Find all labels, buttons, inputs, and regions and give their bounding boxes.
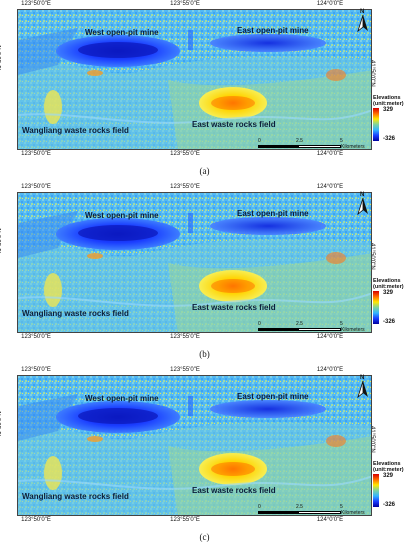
scale-label-end: 5 — [340, 504, 343, 510]
legend-min: -326 — [383, 502, 396, 508]
wangliang-field-label: Wangliang waste rocks field — [22, 126, 129, 135]
elevation-legend: Elevations (unit:meter) 329 -326 — [373, 461, 409, 511]
legend-unit: (unit:meter) — [373, 101, 404, 107]
lon-tick-bottom: 124°0'0"E — [316, 151, 344, 157]
elevation-map — [17, 9, 372, 150]
north-label: N — [360, 375, 365, 381]
lon-tick-bottom: 123°55'0"E — [170, 151, 200, 157]
scale-segment — [298, 145, 341, 148]
scale-bar: 0 2.5 5 Kilometers — [258, 504, 368, 518]
north-arrow-icon — [357, 380, 368, 399]
scale-segment — [298, 328, 341, 331]
east-field-label: East waste rocks field — [192, 303, 276, 312]
scale-unit: Kilometers — [341, 144, 365, 150]
north-arrow-icon — [357, 197, 368, 216]
scale-segment — [258, 145, 298, 148]
legend-colorbar — [373, 291, 379, 324]
panel-caption: (a) — [199, 166, 210, 176]
scale-bar: 0 2.5 5 Kilometers — [258, 138, 368, 152]
east-field-label: East waste rocks field — [192, 120, 276, 129]
lon-tick-top: 123°50'0"E — [21, 184, 51, 190]
lon-tick-bottom: 124°0'0"E — [316, 517, 344, 523]
lon-tick-top: 123°55'0"E — [170, 184, 200, 190]
legend-unit: (unit:meter) — [373, 467, 404, 473]
wangliang-field-label: Wangliang waste rocks field — [22, 492, 129, 501]
lon-tick-bottom: 123°55'0"E — [170, 517, 200, 523]
panel-caption: (c) — [199, 532, 210, 542]
west-mine-label: West open-pit mine — [85, 394, 159, 403]
lon-tick-bottom: 123°50'0"E — [21, 517, 51, 523]
elevation-map — [17, 375, 372, 516]
elevation-raster — [18, 10, 371, 149]
scale-unit: Kilometers — [341, 510, 365, 516]
scale-label-mid: 2.5 — [296, 138, 303, 144]
legend-max: 329 — [383, 107, 394, 113]
lon-tick-top: 123°50'0"E — [21, 1, 51, 7]
lat-tick-left: 41°50'0"N — [0, 228, 3, 255]
scale-segment — [298, 511, 341, 514]
map-panel: 123°50'0"E 123°55'0"E 124°0'0"E 41°50'0"… — [0, 183, 409, 366]
lat-tick-left: 41°50'0"N — [0, 411, 3, 438]
legend-title: Elevations — [373, 95, 401, 101]
legend-max: 329 — [383, 290, 394, 296]
scale-bar: 0 2.5 5 Kilometers — [258, 321, 368, 335]
legend-title: Elevations — [373, 461, 401, 467]
scale-label-0: 0 — [258, 504, 261, 510]
lon-tick-top: 123°50'0"E — [21, 367, 51, 373]
east-mine-label: East open-pit mine — [237, 26, 309, 35]
west-mine-label: West open-pit mine — [85, 28, 159, 37]
scale-label-0: 0 — [258, 321, 261, 327]
elevation-raster — [18, 193, 371, 332]
north-label: N — [360, 9, 365, 15]
legend-max: 329 — [383, 473, 394, 479]
scale-label-mid: 2.5 — [296, 321, 303, 327]
legend-min: -326 — [383, 136, 396, 142]
lon-tick-bottom: 123°50'0"E — [21, 151, 51, 157]
map-panel: 123°50'0"E 123°55'0"E 124°0'0"E 41°50'0"… — [0, 0, 409, 183]
east-field-label: East waste rocks field — [192, 486, 276, 495]
scale-label-end: 5 — [340, 321, 343, 327]
north-arrow-icon — [357, 14, 368, 33]
lon-tick-top: 123°55'0"E — [170, 1, 200, 7]
west-mine-label: West open-pit mine — [85, 211, 159, 220]
map-panel: 123°50'0"E 123°55'0"E 124°0'0"E 41°50'0"… — [0, 366, 409, 549]
scale-unit: Kilometers — [341, 327, 365, 333]
lon-tick-bottom: 123°55'0"E — [170, 334, 200, 340]
lon-tick-top: 123°55'0"E — [170, 367, 200, 373]
wangliang-field-label: Wangliang waste rocks field — [22, 309, 129, 318]
legend-colorbar — [373, 108, 379, 141]
lon-tick-top: 124°0'0"E — [316, 1, 344, 7]
elevation-legend: Elevations (unit:meter) 329 -326 — [373, 95, 409, 145]
elevation-legend: Elevations (unit:meter) 329 -326 — [373, 278, 409, 328]
lon-tick-top: 124°0'0"E — [316, 184, 344, 190]
scale-segment — [258, 328, 298, 331]
panel-caption: (b) — [199, 349, 210, 359]
elevation-raster — [18, 376, 371, 515]
scale-label-end: 5 — [340, 138, 343, 144]
lon-tick-bottom: 124°0'0"E — [316, 334, 344, 340]
legend-colorbar — [373, 474, 379, 507]
north-label: N — [360, 192, 365, 198]
east-mine-label: East open-pit mine — [237, 209, 309, 218]
lon-tick-top: 124°0'0"E — [316, 367, 344, 373]
east-mine-label: East open-pit mine — [237, 392, 309, 401]
legend-unit: (unit:meter) — [373, 284, 404, 290]
scale-label-mid: 2.5 — [296, 504, 303, 510]
scale-label-0: 0 — [258, 138, 261, 144]
legend-min: -326 — [383, 319, 396, 325]
legend-title: Elevations — [373, 278, 401, 284]
elevation-map — [17, 192, 372, 333]
lat-tick-left: 41°50'0"N — [0, 45, 3, 72]
scale-segment — [258, 511, 298, 514]
lon-tick-bottom: 123°50'0"E — [21, 334, 51, 340]
